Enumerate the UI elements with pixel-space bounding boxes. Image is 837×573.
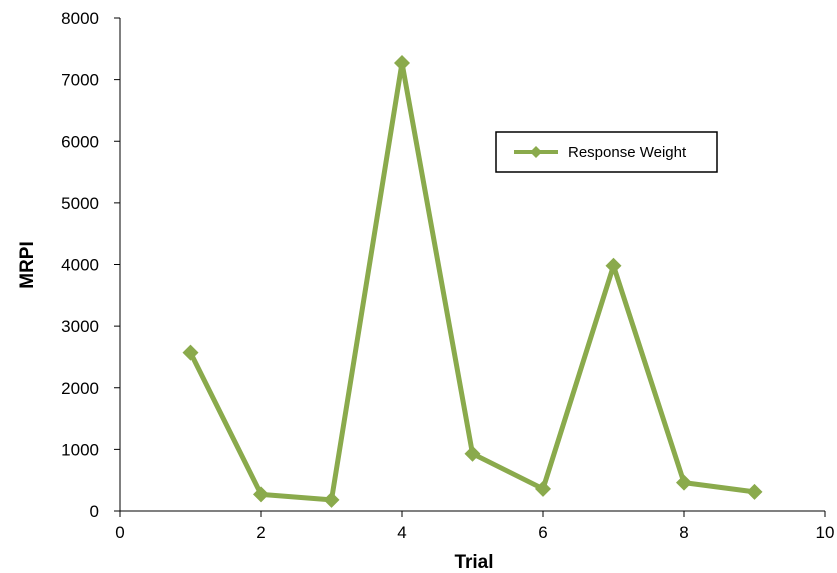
series-layer — [182, 54, 763, 508]
x-tick-label: 6 — [538, 523, 547, 542]
y-axis-ticks: 0 1000 2000 3000 4000 5000 6000 7000 8000 — [61, 9, 120, 521]
legend: Response Weight — [495, 131, 718, 173]
y-tick-label: 3000 — [61, 317, 99, 336]
y-tick-label: 7000 — [61, 71, 99, 90]
x-tick-label: 10 — [816, 523, 835, 542]
x-tick-label: 0 — [115, 523, 124, 542]
y-tick-label: 8000 — [61, 9, 99, 28]
y-tick-label: 1000 — [61, 440, 99, 459]
x-axis-title: Trial — [454, 552, 493, 573]
data-point-marker — [323, 491, 340, 508]
data-point-marker — [394, 54, 410, 71]
x-tick-label: 2 — [256, 523, 265, 542]
y-tick-label: 4000 — [61, 256, 99, 275]
data-point-marker — [676, 474, 692, 491]
data-point-marker — [253, 486, 269, 503]
y-tick-label: 0 — [90, 502, 99, 521]
x-tick-label: 4 — [397, 523, 406, 542]
data-point-marker — [464, 445, 481, 462]
y-axis-title: MRPI — [17, 241, 38, 289]
y-tick-label: 2000 — [61, 379, 99, 398]
legend-marker-swatch — [530, 146, 542, 158]
data-point-marker — [182, 344, 199, 361]
y-tick-label: 6000 — [61, 132, 99, 151]
y-tick-label: 5000 — [61, 194, 99, 213]
data-point-marker — [605, 257, 622, 274]
x-tick-label: 8 — [679, 523, 688, 542]
data-point-marker — [535, 480, 551, 497]
data-point-marker — [746, 483, 763, 500]
series-line — [188, 60, 757, 503]
legend-label: Response Weight — [568, 144, 687, 161]
x-axis-ticks: 0 2 4 6 8 10 — [115, 511, 834, 542]
